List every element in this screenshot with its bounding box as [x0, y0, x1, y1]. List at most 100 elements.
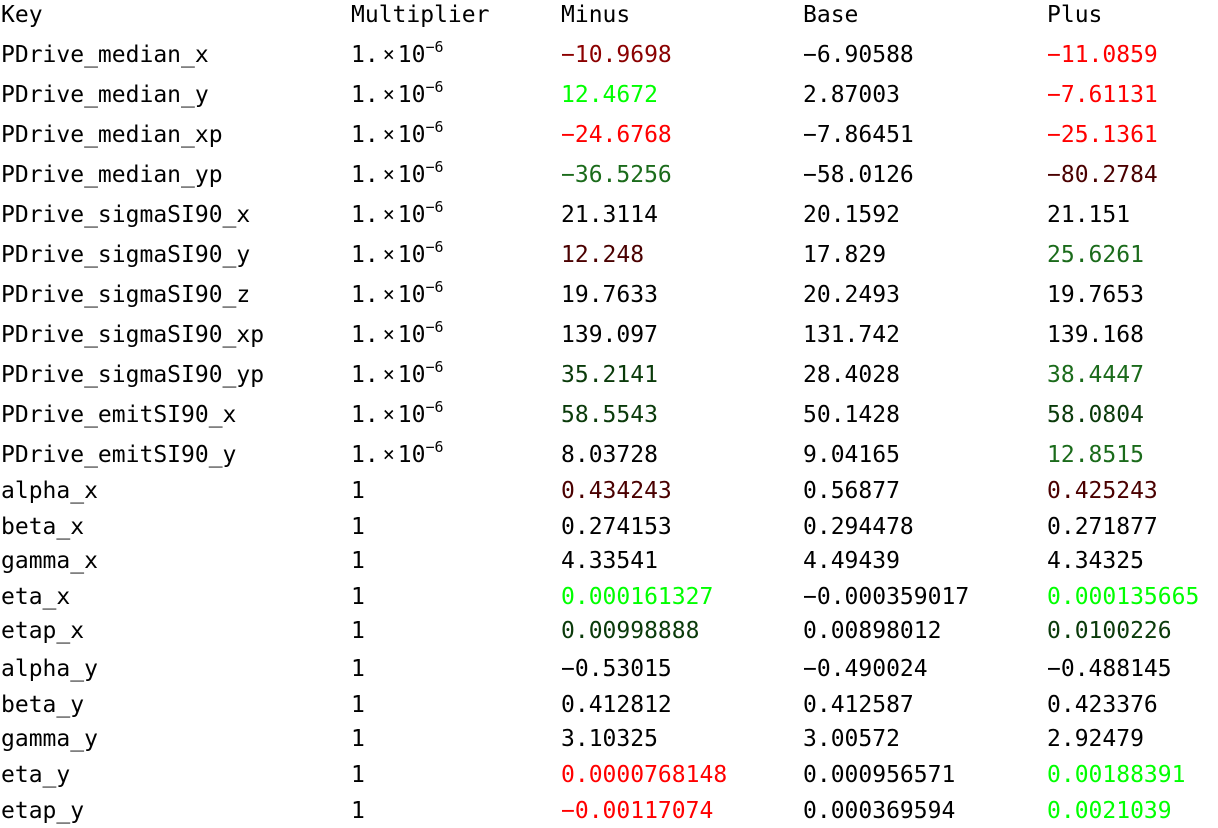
row-minus-value: 35.2141 — [561, 362, 658, 388]
row-base-value: −0.490024 — [803, 656, 928, 682]
row-minus-value: 0.000161327 — [561, 584, 714, 610]
table-row: PDrive_emitSI90_x 1. × 10−6 58.5543 50.1428 58… — [0, 400, 1218, 430]
row-multiplier: 1 — [351, 764, 365, 787]
table-row: etap_y 1 −0.00117074 0.000369594 0.0021039 — [0, 800, 1218, 826]
row-minus-value: 0.0000768148 — [561, 762, 728, 788]
row-key: PDrive_sigmaSI90_yp — [1, 362, 265, 388]
row-plus-value: −25.1361 — [1047, 122, 1158, 148]
multiplier-mantissa: 1 — [351, 726, 365, 752]
row-key: PDrive_sigmaSI90_z — [1, 282, 251, 308]
multiplier-mantissa: 1. — [351, 322, 379, 348]
row-base-value: 2.87003 — [803, 82, 900, 108]
multiplier-mantissa: 1 — [351, 478, 365, 504]
multiplier-exponent: −6 — [425, 438, 444, 456]
row-base-value: 0.412587 — [803, 692, 914, 718]
multiplier-exponent: −6 — [425, 158, 444, 176]
row-plus-value: 19.7653 — [1047, 282, 1144, 308]
row-key: PDrive_sigmaSI90_x — [1, 202, 251, 228]
table-row: PDrive_median_yp 1. × 10−6 −36.5256 −58.0126 −… — [0, 160, 1218, 190]
multiplier-times: × — [382, 242, 395, 266]
multiplier-mantissa: 1 — [351, 618, 365, 644]
row-minus-value: −0.53015 — [561, 656, 672, 682]
row-base-value: 50.1428 — [803, 402, 900, 428]
row-base-value: 0.000956571 — [803, 762, 956, 788]
table-row: eta_x 1 0.000161327 −0.000359017 0.000135665 — [0, 586, 1218, 612]
multiplier-times: × — [382, 322, 395, 346]
row-key: eta_y — [1, 762, 71, 788]
row-base-value: −58.0126 — [803, 162, 914, 188]
row-multiplier: 1 — [351, 800, 365, 823]
multiplier-exponent: −6 — [425, 198, 444, 216]
table-row: PDrive_median_x 1. × 10−6 −10.9698 −6.90588 −1… — [0, 40, 1218, 70]
multiplier-base: 10 — [397, 162, 426, 188]
multiplier-mantissa: 1. — [351, 242, 379, 268]
row-key: PDrive_median_x — [1, 42, 209, 68]
multiplier-mantissa: 1 — [351, 762, 365, 788]
row-plus-value: −11.0859 — [1047, 42, 1158, 68]
row-key: PDrive_sigmaSI90_y — [1, 242, 251, 268]
table-row: PDrive_sigmaSI90_y 1. × 10−6 12.248 17.829 25.… — [0, 240, 1218, 270]
multiplier-times: × — [382, 42, 395, 66]
row-plus-value: 0.0100226 — [1047, 618, 1172, 644]
row-plus-value: 12.8515 — [1047, 442, 1144, 468]
row-plus-value: 4.34325 — [1047, 548, 1144, 574]
row-key: etap_x — [1, 618, 85, 644]
multiplier-base: 10 — [397, 122, 426, 148]
multiplier-base: 10 — [397, 242, 426, 268]
multiplier-mantissa: 1. — [351, 442, 379, 468]
row-multiplier: 1 — [351, 550, 365, 573]
row-multiplier: 1 — [351, 728, 365, 751]
row-base-value: −0.000359017 — [803, 584, 970, 610]
row-key: alpha_y — [1, 656, 98, 682]
multiplier-mantissa: 1. — [351, 162, 379, 188]
table-row: alpha_x 1 0.434243 0.56877 0.425243 — [0, 480, 1218, 506]
multiplier-times: × — [382, 362, 395, 386]
row-base-value: 28.4028 — [803, 362, 900, 388]
row-minus-value: −24.6768 — [561, 122, 672, 148]
row-key: gamma_x — [1, 548, 98, 574]
row-plus-value: 21.151 — [1047, 202, 1131, 228]
multiplier-base: 10 — [397, 202, 426, 228]
row-multiplier: 1 — [351, 586, 365, 609]
multiplier-mantissa: 1. — [351, 362, 379, 388]
header-minus: Minus — [561, 2, 631, 28]
row-plus-value: 38.4447 — [1047, 362, 1144, 388]
row-multiplier: 1 — [351, 694, 365, 717]
header-key: Key — [1, 2, 43, 28]
row-plus-value: 139.168 — [1047, 322, 1144, 348]
row-plus-value: 0.0021039 — [1047, 798, 1172, 824]
row-key: PDrive_median_xp — [1, 122, 223, 148]
row-base-value: 0.00898012 — [803, 618, 942, 644]
row-multiplier: 1. × 10−6 — [351, 40, 444, 68]
row-minus-value: 4.33541 — [561, 548, 658, 574]
header-multiplier: Multiplier — [351, 2, 490, 28]
row-plus-value: 58.0804 — [1047, 402, 1144, 428]
row-minus-value: 0.412812 — [561, 692, 672, 718]
row-minus-value: 19.7633 — [561, 282, 658, 308]
multiplier-mantissa: 1 — [351, 514, 365, 540]
multiplier-mantissa: 1 — [351, 798, 365, 824]
multiplier-mantissa: 1 — [351, 656, 365, 682]
row-key: beta_y — [1, 692, 85, 718]
table-row: PDrive_emitSI90_y 1. × 10−6 8.03728 9.04165 12… — [0, 440, 1218, 470]
multiplier-mantissa: 1. — [351, 42, 379, 68]
row-multiplier: 1. × 10−6 — [351, 360, 444, 388]
row-multiplier: 1 — [351, 480, 365, 503]
row-multiplier: 1. × 10−6 — [351, 280, 444, 307]
table-row: PDrive_sigmaSI90_yp 1. × 10−6 35.2141 28.4028… — [0, 360, 1218, 390]
row-key: PDrive_median_yp — [1, 162, 223, 188]
row-multiplier: 1 — [351, 658, 365, 681]
multiplier-exponent: −6 — [425, 278, 444, 296]
header-base: Base — [803, 2, 859, 28]
row-base-value: −6.90588 — [803, 42, 914, 68]
row-multiplier: 1. × 10−6 — [351, 160, 444, 188]
row-base-value: 4.49439 — [803, 548, 900, 574]
row-minus-value: 0.274153 — [561, 514, 672, 540]
table-row: PDrive_sigmaSI90_xp 1. × 10−6 139.097 131.742… — [0, 320, 1218, 350]
multiplier-times: × — [382, 162, 395, 186]
multiplier-base: 10 — [397, 362, 426, 388]
row-base-value: 20.2493 — [803, 282, 900, 308]
row-minus-value: −10.9698 — [561, 42, 672, 68]
row-key: gamma_y — [1, 726, 98, 752]
